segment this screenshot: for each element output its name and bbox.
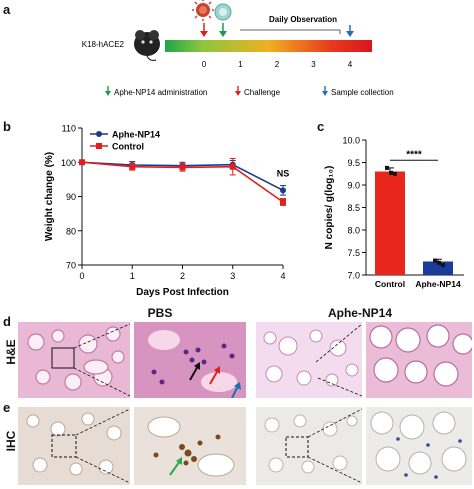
legend-label-2: Sample collection [331,88,394,97]
timeline-tick-4: 4 [348,60,353,69]
timeline-panel: K18-hACE2 Daily Observation [82,0,394,97]
y-tick-label: 100 [61,158,76,168]
data-point [393,171,397,176]
x-tick-label: 4 [280,271,285,281]
he-aphe-zoom [366,322,472,398]
x-axis-label: Days Post Infection [136,287,229,298]
row-label-ihc: IHC [4,430,18,452]
timeline-bar [165,40,372,52]
y-axis-label: N copies/ g(log₁₀) [324,166,335,250]
legend-marker-1 [96,143,102,149]
data-point [280,187,286,194]
daily-observation-label: Daily Observation [269,15,337,24]
y-tick-label: 70 [66,261,76,271]
x-tick-label: 2 [180,271,185,281]
y-tick-label: 7.5 [347,248,360,258]
x-tick-label: Control [375,279,405,289]
y-tick-label: 110 [62,124,76,134]
timeline-tick-3: 3 [311,60,316,69]
ihc-pbs-overview [18,407,130,485]
x-tick-label: 1 [130,271,135,281]
legend-arrowhead-1 [235,91,241,96]
x-tick-label: 0 [79,271,84,281]
panel-label-b: b [3,119,11,134]
y-tick-label: 9.0 [347,181,360,191]
viral-load-chart: 7.0 7.5 8.0 8.5 9.0 9.5 10.0 N copies/ g(log₁₀)… [324,136,464,289]
y-tick-label: 90 [66,192,76,202]
data-point [129,163,136,170]
panel-label-c: c [317,119,325,134]
y-tick-label: 8.0 [347,226,360,236]
timeline-tick-0: 0 [202,60,207,69]
he-pbs-overview [18,322,130,398]
data-point [229,163,236,170]
administration-arrow [219,23,227,37]
data-point [385,165,389,170]
ihc-aphe-zoom [366,407,472,485]
data-point [437,260,441,265]
pathology-arrow-black [189,362,200,381]
legend-label-0: Aphe-NP14 administration [114,88,207,97]
y-axis-label: Weight change (%) [44,152,55,241]
y-tick-label: 8.5 [347,203,360,213]
he-aphe-overview [256,322,362,398]
row-label-he: H&E [4,339,18,365]
column-label-aphe: Aphe-NP14 [327,306,392,320]
legend-arrowhead-2 [322,91,328,96]
legend-marker-0 [96,131,102,137]
sample-collection-arrow [346,25,354,37]
panel-label-d: d [3,314,11,329]
data-point [433,258,437,263]
timeline-legend: Aphe-NP14 administration Challenge Sample … [105,86,394,97]
he-pbs-zoom [134,322,246,398]
data-point [179,164,186,171]
virus-icon [192,0,214,21]
nanoparticle-icon [214,3,232,21]
x-tick-label: 3 [230,271,235,281]
timeline-tick-2: 2 [275,60,280,69]
weight-change-chart: 70 80 90 100 110 0 1 2 3 4 Days Post Infection Weig… [44,124,290,299]
data-point [79,159,85,166]
bar-1 [423,261,453,275]
ns-annotation: NS [277,169,290,179]
legend-label: Aphe-NP14 [112,130,160,140]
significance-label: **** [406,149,422,160]
y-tick-label: 80 [66,226,76,236]
x-tick-label: Aphe-NP14 [415,279,461,289]
data-point [280,198,286,205]
panel-label-a: a [3,2,11,17]
y-tick-label: 9.5 [347,158,360,168]
y-tick-label: 10.0 [342,136,360,146]
timeline-tick-1: 1 [238,60,243,69]
data-point [441,263,445,268]
data-point [389,170,393,175]
bar-0 [375,171,405,275]
timeline-ticks: 0 1 2 3 4 [202,60,353,69]
challenge-arrow [200,23,208,37]
legend-arrowhead-0 [105,91,111,96]
y-tick-label: 7.0 [347,271,360,281]
column-label-pbs: PBS [147,306,173,320]
ihc-aphe-overview [256,407,362,485]
legend-label: Control [112,142,144,152]
ihc-positive-arrow [169,457,182,476]
mouse-model-label: K18-hACE2 [82,40,125,49]
panel-label-e: e [3,400,11,415]
legend-label-1: Challenge [244,88,281,97]
mouse-icon [134,30,160,62]
pathology-arrow-blue [231,382,241,398]
ihc-pbs-zoom [134,407,246,485]
pathology-arrow-red [209,366,220,385]
